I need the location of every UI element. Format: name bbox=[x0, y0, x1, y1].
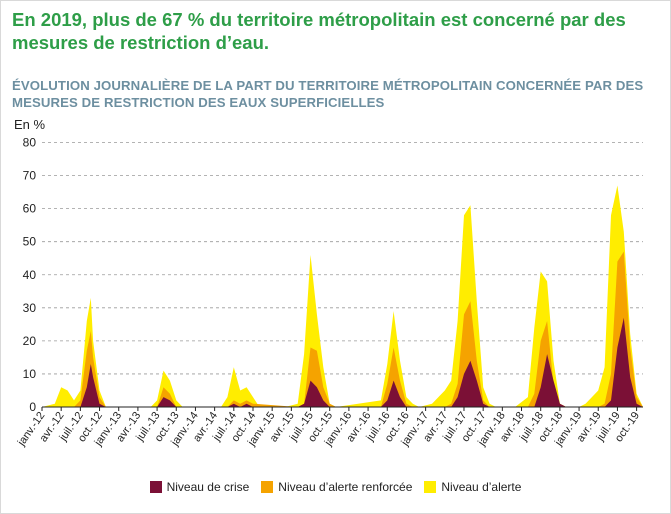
legend-item: Niveau d’alerte renforcée bbox=[261, 480, 412, 494]
legend-swatch bbox=[424, 481, 437, 493]
y-tick-label: 30 bbox=[23, 301, 37, 315]
legend-swatch bbox=[149, 481, 162, 493]
y-tick-label: 10 bbox=[23, 367, 37, 381]
legend-item: Niveau d’alerte bbox=[424, 480, 521, 494]
y-tick-label: 70 bbox=[23, 169, 37, 183]
legend-label: Niveau d’alerte bbox=[441, 480, 522, 494]
chart-title: ÉVOLUTION JOURNALIÈRE DE LA PART DU TERR… bbox=[12, 78, 644, 110]
y-tick-label: 50 bbox=[23, 235, 37, 249]
y-tick-label: 20 bbox=[23, 334, 37, 348]
legend-label: Niveau d’alerte renforcée bbox=[278, 480, 413, 494]
y-tick-label: 0 bbox=[29, 400, 36, 414]
legend-label: Niveau de crise bbox=[166, 480, 250, 494]
legend-swatch bbox=[261, 481, 274, 493]
area-chart: 01020304050607080janv.-12avr.-12juil.-12… bbox=[15, 136, 643, 449]
series-area-niveau-d-alerte-renforcee bbox=[74, 251, 643, 407]
y-tick-label: 60 bbox=[23, 202, 37, 216]
y-axis-unit: En % bbox=[14, 117, 46, 132]
y-tick-label: 80 bbox=[23, 136, 37, 150]
legend-item: Niveau de crise bbox=[149, 480, 250, 494]
headline: En 2019, plus de 67 % du territoire métr… bbox=[12, 9, 626, 53]
y-tick-label: 40 bbox=[23, 268, 37, 282]
legend: Niveau de crise Niveau d’alerte renforcée… bbox=[0, 480, 671, 494]
